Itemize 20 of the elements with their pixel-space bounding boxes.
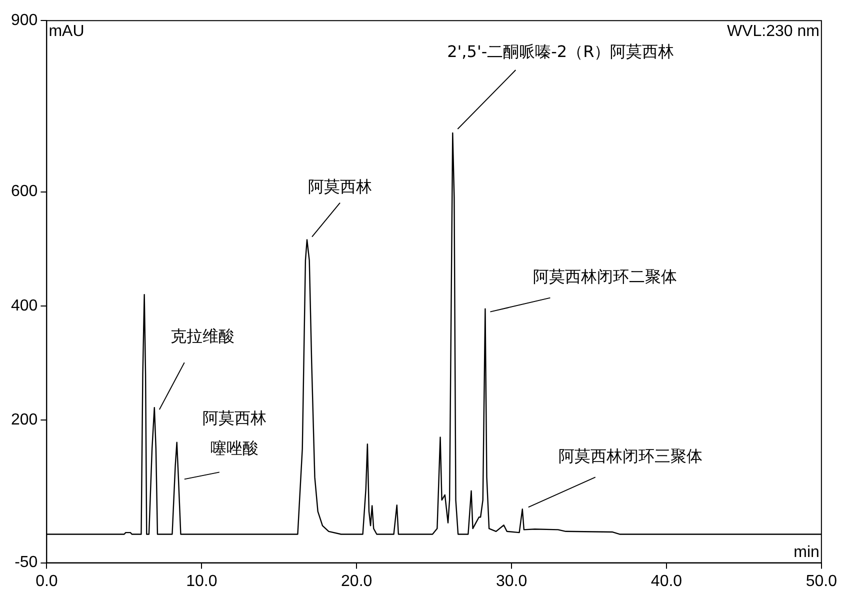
y-tick-label: -50 (14, 554, 38, 572)
annotation: 阿莫西林闭环三聚体 (558, 446, 702, 466)
x-tick-label: 20.0 (341, 572, 372, 590)
annotation: 阿莫西林闭环二聚体 (533, 266, 678, 286)
y-tick-label: 400 (10, 297, 38, 314)
annotation: 克拉维酸 (170, 326, 234, 346)
y-tick-label: 200 (10, 412, 38, 429)
annotation: 阿莫西林噻唑酸 (202, 408, 266, 458)
x-tick-label: 40.0 (650, 572, 682, 590)
x-tick-label: 0.0 (36, 572, 58, 590)
x-axis-title: min (794, 544, 820, 562)
annotation: WVL:230 nm (726, 23, 820, 40)
annotation: 2',5'-二酮哌嗪-2（R）阿莫西林 (447, 42, 674, 62)
x-tick-label: 10.0 (186, 572, 218, 590)
x-tick-label: 30.0 (496, 572, 528, 590)
annotation: 阿莫西林 (308, 176, 372, 196)
y-axis-title: mAU (48, 23, 84, 40)
x-tick-label: 50.0 (806, 572, 838, 590)
y-tick-label: 900 (10, 12, 38, 30)
y-tick-label: 600 (10, 183, 38, 200)
